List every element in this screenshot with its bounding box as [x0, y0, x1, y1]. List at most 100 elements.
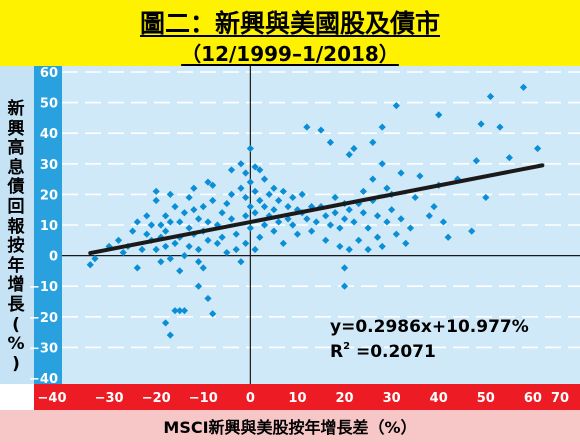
data-point — [373, 233, 382, 241]
x-tick-label: 60 — [524, 391, 542, 406]
x-tick-label: −30 — [95, 391, 124, 406]
data-point — [171, 203, 179, 211]
data-point — [378, 123, 386, 131]
data-point — [359, 209, 367, 217]
data-point — [223, 248, 231, 257]
data-point — [312, 218, 320, 226]
data-point — [425, 212, 433, 220]
data-point — [307, 203, 316, 211]
data-point — [162, 242, 170, 251]
data-point — [326, 221, 335, 229]
data-point — [392, 230, 400, 238]
data-point — [326, 138, 335, 146]
data-point — [472, 157, 480, 165]
data-point — [256, 166, 264, 174]
data-point — [279, 187, 287, 195]
data-point — [364, 245, 372, 254]
data-point — [369, 138, 377, 146]
data-point — [86, 261, 94, 269]
data-point — [260, 203, 269, 211]
data-point — [176, 307, 184, 315]
data-point — [388, 206, 396, 214]
data-point — [336, 242, 344, 251]
data-point — [364, 224, 372, 232]
data-point — [439, 218, 448, 226]
data-point — [331, 193, 339, 202]
chart-title: 圖二：新興與美國股及債市 — [139, 9, 440, 38]
x-label-band — [0, 410, 580, 442]
data-point — [345, 151, 353, 159]
data-point — [340, 215, 349, 223]
data-point — [260, 175, 269, 183]
data-point — [204, 218, 212, 226]
trendline — [88, 163, 545, 256]
data-point — [166, 218, 174, 226]
data-point — [505, 154, 513, 162]
data-point — [114, 236, 123, 244]
y-tick-label: 30 — [40, 158, 58, 173]
data-point — [152, 187, 160, 195]
data-point — [213, 239, 221, 247]
data-point — [279, 239, 287, 247]
data-point — [166, 255, 174, 263]
x-tick-label: 10 — [288, 391, 306, 406]
data-point — [246, 203, 254, 211]
data-point — [143, 230, 151, 238]
y-tick-label: −40 — [29, 372, 58, 387]
data-point — [322, 212, 330, 220]
data-point — [204, 178, 212, 186]
data-point — [209, 196, 217, 205]
data-point — [392, 102, 400, 110]
data-point — [468, 227, 476, 235]
data-point — [218, 209, 226, 217]
x-tick-label: 20 — [335, 391, 353, 406]
data-point — [162, 212, 170, 220]
data-point — [218, 233, 226, 241]
data-point — [147, 221, 156, 229]
data-point — [270, 227, 278, 235]
data-point — [204, 294, 212, 303]
data-point — [223, 199, 231, 208]
data-point — [275, 196, 283, 205]
data-point — [171, 307, 179, 315]
data-point — [91, 255, 99, 263]
data-point — [406, 224, 415, 232]
data-point — [397, 169, 405, 177]
r-squared-annotation: R2 =0.2071 — [330, 341, 436, 362]
data-point — [270, 184, 278, 192]
x-tick-label: −10 — [189, 391, 218, 406]
data-point — [246, 178, 254, 186]
data-point — [185, 224, 193, 232]
data-point — [298, 190, 306, 198]
data-point — [246, 144, 254, 153]
data-point — [199, 264, 207, 272]
data-point — [129, 227, 137, 235]
data-point — [303, 215, 311, 223]
data-point — [340, 264, 349, 272]
data-point — [152, 196, 160, 205]
data-point — [242, 169, 250, 177]
data-point — [453, 175, 462, 183]
data-point — [256, 196, 264, 205]
data-point — [303, 123, 311, 131]
x-tick-label: 70 — [551, 391, 569, 406]
data-point — [340, 282, 349, 290]
data-point — [162, 319, 170, 327]
x-tick-label: 30 — [383, 391, 401, 406]
data-point — [373, 212, 382, 220]
data-point — [378, 160, 386, 168]
data-point — [482, 193, 490, 202]
y-tick-label: −30 — [29, 341, 58, 356]
data-point — [336, 224, 344, 232]
data-point — [430, 203, 438, 211]
data-point — [227, 215, 236, 223]
data-point — [345, 206, 353, 214]
data-point — [171, 239, 179, 247]
data-point — [284, 215, 292, 223]
data-point — [251, 245, 259, 254]
data-point — [444, 233, 452, 241]
x-axis-bar — [34, 384, 580, 410]
data-point — [355, 236, 363, 244]
data-point — [133, 218, 141, 226]
